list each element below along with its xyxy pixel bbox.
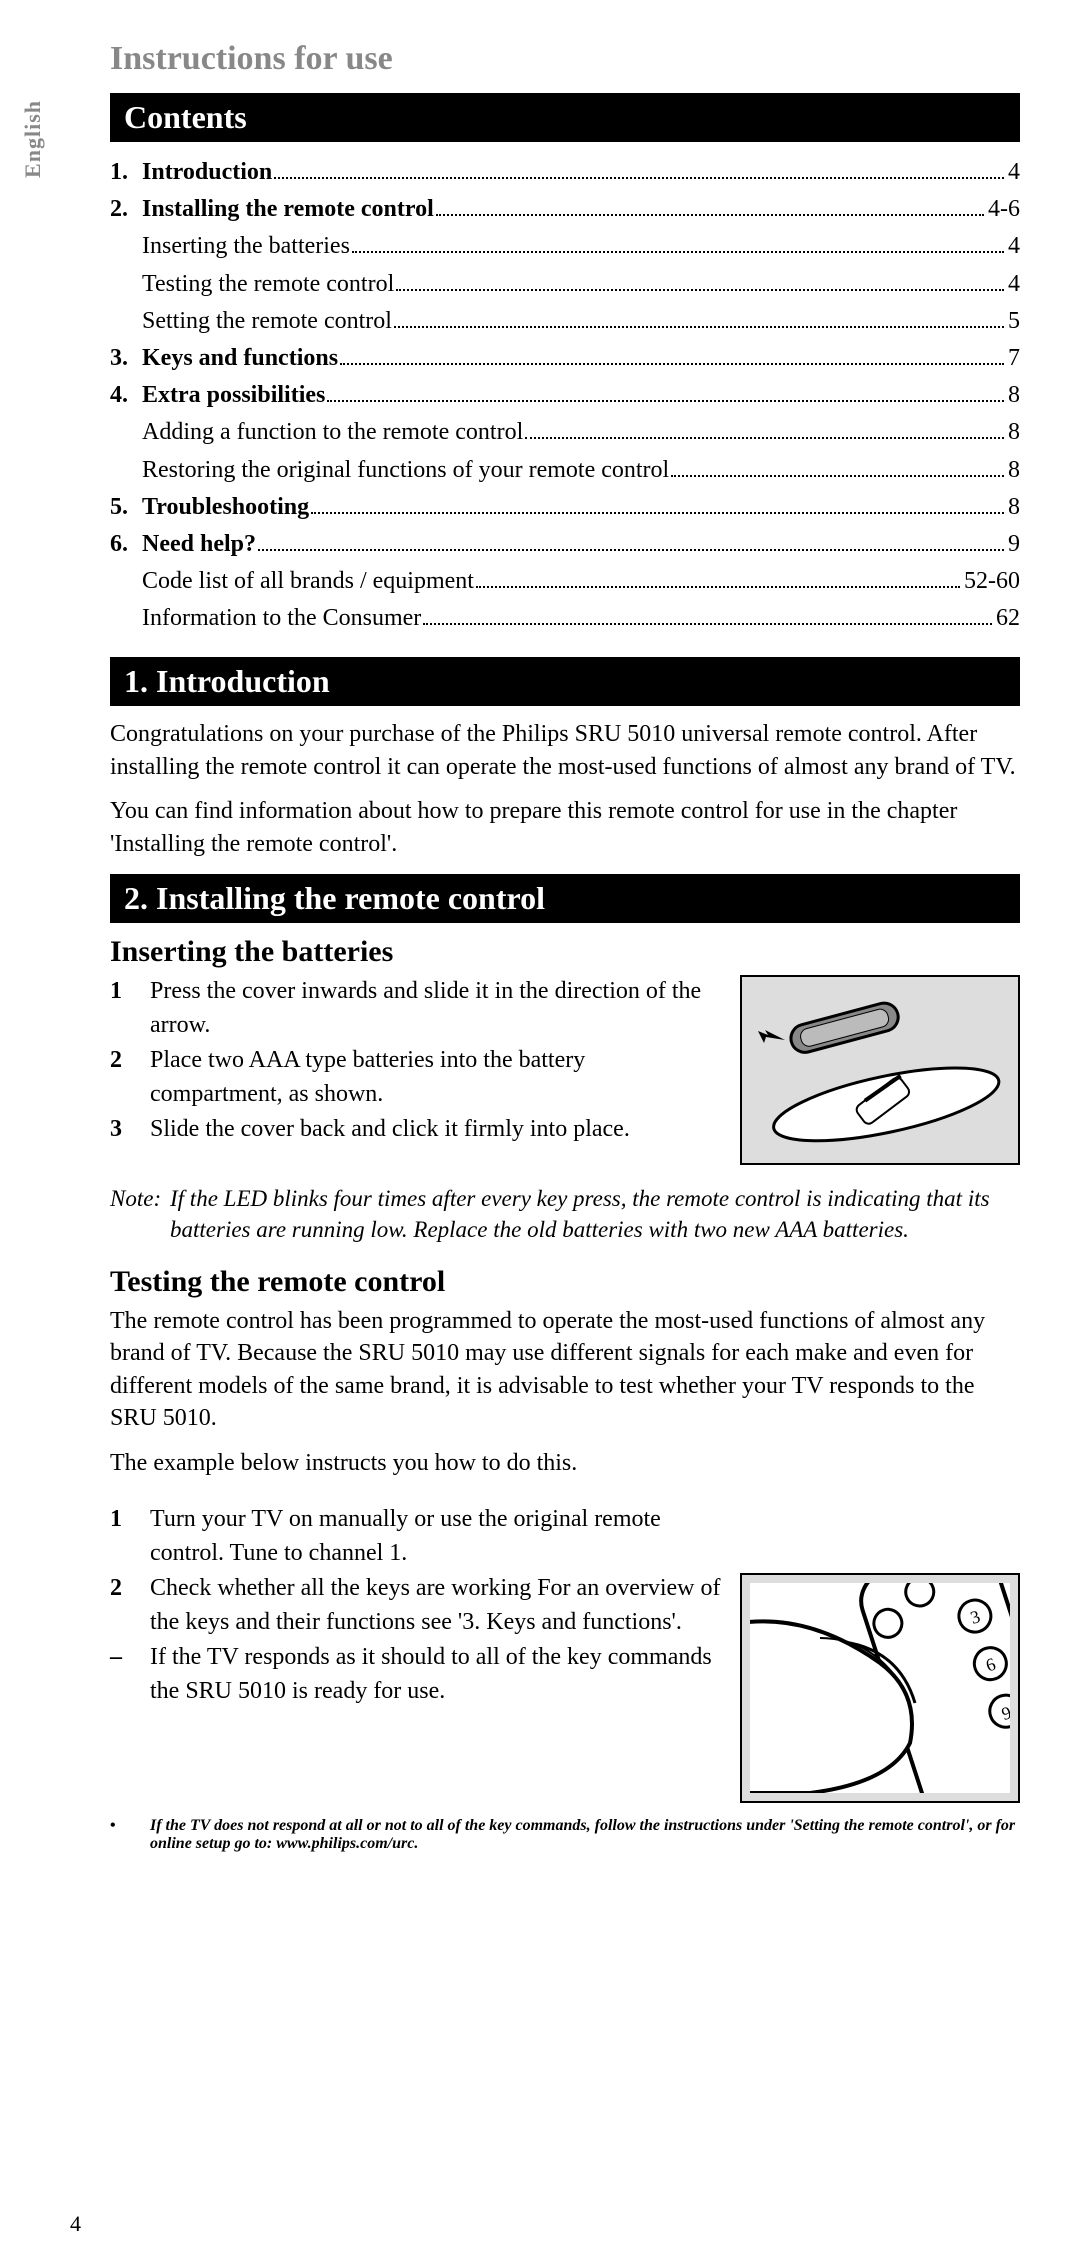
toc-dots	[525, 437, 1004, 439]
battery-note: Note: If the LED blinks four times after…	[110, 1183, 1020, 1245]
step-text: Check whether all the keys are working F…	[150, 1572, 722, 1639]
table-of-contents: 1.Introduction42.Installing the remote c…	[70, 154, 1020, 637]
section-header-introduction: 1. Introduction	[110, 657, 1020, 706]
toc-page: 4	[1008, 228, 1020, 265]
step-number: 1	[110, 975, 150, 1042]
toc-label: Restoring the original functions of your…	[142, 452, 669, 489]
toc-label: Inserting the batteries	[142, 228, 350, 265]
toc-label: Setting the remote control	[142, 303, 392, 340]
toc-row: Adding a function to the remote control 8	[110, 414, 1020, 451]
intro-paragraph-2: You can find information about how to pr…	[110, 795, 1020, 860]
intro-paragraph-1: Congratulations on your purchase of the …	[110, 718, 1020, 783]
toc-dots	[258, 549, 1004, 551]
toc-number: 4.	[110, 377, 142, 414]
test-steps: 1Turn your TV on manually or use the ori…	[110, 1503, 722, 1711]
toc-number: 6.	[110, 526, 142, 563]
toc-dots	[327, 400, 1004, 402]
toc-row: 1.Introduction 4	[110, 154, 1020, 191]
toc-row: Information to the Consumer 62	[110, 600, 1020, 637]
step-number: 2	[110, 1044, 150, 1111]
page-title: Instructions for use	[70, 40, 1020, 78]
step-row: 1Turn your TV on manually or use the ori…	[110, 1503, 722, 1570]
toc-page: 7	[1008, 340, 1020, 377]
remote-illustration: 3 6 9	[740, 1573, 1020, 1803]
toc-row: Setting the remote control 5	[110, 303, 1020, 340]
test-warning-text: If the TV does not respond at all or not…	[150, 1817, 1020, 1853]
step-number: –	[110, 1641, 150, 1708]
toc-page: 4	[1008, 266, 1020, 303]
toc-row: 6.Need help? 9	[110, 526, 1020, 563]
toc-row: 4.Extra possibilities 8	[110, 377, 1020, 414]
toc-row: Testing the remote control 4	[110, 266, 1020, 303]
step-row: 1Press the cover inwards and slide it in…	[110, 975, 722, 1042]
step-row: 2Place two AAA type batteries into the b…	[110, 1044, 722, 1111]
toc-label: Testing the remote control	[142, 266, 394, 303]
toc-row: 5.Troubleshooting 8	[110, 489, 1020, 526]
toc-page: 62	[996, 600, 1020, 637]
test-paragraph-2: The example below instructs you how to d…	[110, 1447, 1020, 1479]
toc-dots	[394, 326, 1004, 328]
page-number: 4	[70, 2211, 81, 2237]
step-text: If the TV responds as it should to all o…	[150, 1641, 722, 1708]
toc-page: 8	[1008, 489, 1020, 526]
step-row: –If the TV responds as it should to all …	[110, 1641, 722, 1708]
toc-label: Adding a function to the remote control	[142, 414, 523, 451]
toc-row: 3.Keys and functions 7	[110, 340, 1020, 377]
note-label: Note:	[110, 1183, 170, 1245]
toc-row: Code list of all brands / equipment 52-60	[110, 563, 1020, 600]
toc-label: Troubleshooting	[142, 489, 309, 526]
toc-page: 9	[1008, 526, 1020, 563]
toc-row: Inserting the batteries 4	[110, 228, 1020, 265]
section-header-installing: 2. Installing the remote control	[110, 874, 1020, 923]
battery-illustration	[740, 975, 1020, 1165]
toc-page: 8	[1008, 377, 1020, 414]
toc-row: 2.Installing the remote control 4-6	[110, 191, 1020, 228]
toc-label: Need help?	[142, 526, 256, 563]
subheading-inserting-batteries: Inserting the batteries	[110, 935, 1020, 969]
toc-page: 5	[1008, 303, 1020, 340]
toc-number: 2.	[110, 191, 142, 228]
toc-number: 3.	[110, 340, 142, 377]
note-text: If the LED blinks four times after every…	[170, 1183, 1020, 1245]
toc-page: 52-60	[964, 563, 1020, 600]
step-text: Place two AAA type batteries into the ba…	[150, 1044, 722, 1111]
toc-label: Keys and functions	[142, 340, 338, 377]
toc-dots	[476, 586, 960, 588]
toc-number: 5.	[110, 489, 142, 526]
toc-page: 4	[1008, 154, 1020, 191]
toc-dots	[436, 214, 984, 216]
section-header-contents: Contents	[110, 93, 1020, 142]
step-text: Turn your TV on manually or use the orig…	[150, 1503, 722, 1570]
step-number: 3	[110, 1113, 150, 1147]
toc-page: 8	[1008, 452, 1020, 489]
toc-label: Installing the remote control	[142, 191, 434, 228]
toc-dots	[396, 289, 1004, 291]
toc-label: Code list of all brands / equipment	[142, 563, 474, 600]
step-text: Press the cover inwards and slide it in …	[150, 975, 722, 1042]
step-number: 2	[110, 1572, 150, 1639]
toc-dots	[340, 363, 1004, 365]
toc-dots	[423, 623, 992, 625]
step-row: 3Slide the cover back and click it firml…	[110, 1113, 722, 1147]
toc-label: Information to the Consumer	[142, 600, 421, 637]
toc-label: Introduction	[142, 154, 272, 191]
toc-page: 8	[1008, 414, 1020, 451]
step-number: 1	[110, 1503, 150, 1570]
test-warning-bullet: • If the TV does not respond at all or n…	[110, 1817, 1020, 1853]
test-paragraph-1: The remote control has been programmed t…	[110, 1305, 1020, 1435]
toc-dots	[671, 475, 1004, 477]
toc-number: 1.	[110, 154, 142, 191]
step-row: 2Check whether all the keys are working …	[110, 1572, 722, 1639]
toc-page: 4-6	[988, 191, 1020, 228]
toc-label: Extra possibilities	[142, 377, 325, 414]
insert-steps: 1Press the cover inwards and slide it in…	[110, 975, 722, 1149]
toc-dots	[352, 251, 1004, 253]
toc-dots	[274, 177, 1004, 179]
bullet-marker: •	[110, 1817, 150, 1853]
toc-dots	[311, 512, 1004, 514]
language-tab: English	[20, 100, 46, 178]
subheading-testing-remote: Testing the remote control	[110, 1265, 1020, 1299]
step-text: Slide the cover back and click it firmly…	[150, 1113, 722, 1147]
toc-row: Restoring the original functions of your…	[110, 452, 1020, 489]
